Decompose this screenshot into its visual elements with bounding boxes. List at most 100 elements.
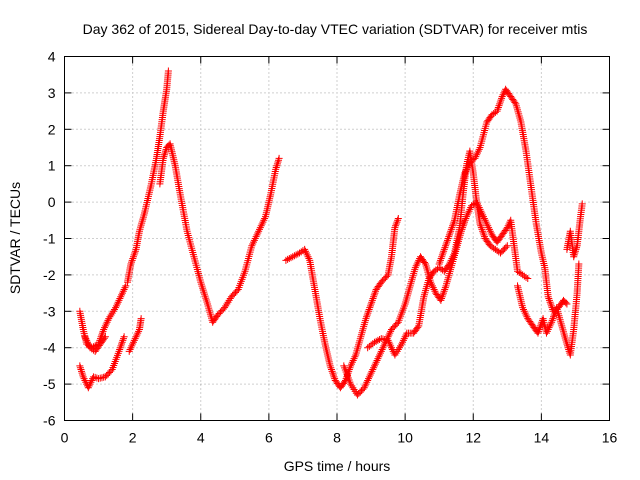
data-point — [477, 222, 485, 230]
data-point — [572, 245, 580, 253]
data-point — [368, 367, 376, 375]
data-point — [77, 366, 85, 374]
data-point — [522, 311, 530, 319]
data-point — [367, 369, 375, 377]
data-point — [439, 249, 447, 257]
data-point — [76, 364, 84, 372]
data-point — [474, 149, 482, 157]
data-point — [536, 324, 544, 332]
data-point — [480, 231, 488, 239]
data-point — [84, 340, 92, 348]
data-point — [89, 373, 97, 381]
data-point — [429, 284, 437, 292]
data-point — [128, 342, 136, 350]
data-point — [464, 209, 472, 217]
data-point — [78, 369, 86, 377]
data-point — [394, 214, 402, 222]
data-point — [398, 340, 406, 348]
data-point — [365, 307, 373, 315]
data-point — [348, 358, 356, 366]
data-point — [249, 240, 257, 248]
y-tick-label: -5 — [43, 376, 56, 392]
data-point — [118, 340, 126, 348]
data-point — [476, 220, 484, 228]
data-point — [534, 329, 542, 337]
data-point — [327, 364, 335, 372]
data-point — [545, 296, 553, 304]
x-tick-label: 12 — [465, 430, 481, 446]
data-point — [430, 285, 438, 293]
data-point — [537, 322, 545, 330]
data-point — [543, 327, 551, 335]
y-tick-label: 4 — [48, 49, 56, 65]
data-point — [440, 287, 448, 295]
data-point — [367, 300, 375, 308]
data-point — [562, 299, 570, 307]
data-point — [461, 169, 469, 177]
data-point — [550, 313, 558, 321]
data-point — [304, 253, 312, 261]
data-point — [546, 298, 554, 306]
data-point — [250, 238, 258, 246]
data-point — [535, 326, 543, 333]
data-point — [331, 375, 339, 383]
data-point — [460, 220, 468, 228]
data-point — [524, 275, 532, 283]
series-arc-6 — [156, 140, 283, 326]
data-point — [369, 366, 377, 374]
data-point — [498, 94, 506, 102]
data-point — [549, 315, 557, 323]
data-point — [126, 346, 134, 354]
data-marks — [76, 67, 586, 399]
data-point — [370, 291, 378, 299]
data-point — [351, 353, 359, 361]
data-point — [117, 293, 125, 301]
data-point — [478, 225, 486, 233]
data-point — [248, 242, 256, 250]
data-point — [135, 327, 143, 335]
data-point — [88, 376, 96, 384]
data-point — [301, 245, 309, 253]
data-point — [365, 305, 373, 313]
data-point — [253, 231, 261, 239]
data-point — [571, 247, 579, 255]
data-point — [438, 293, 446, 301]
data-point — [116, 295, 124, 303]
data-point — [372, 287, 380, 295]
chart-title: Day 362 of 2015, Sidereal Day-to-day VTE… — [83, 21, 588, 37]
data-point — [129, 338, 137, 346]
x-tick-label: 6 — [265, 430, 273, 446]
data-point — [106, 313, 114, 321]
data-point — [100, 326, 108, 333]
data-point — [435, 260, 443, 268]
data-point — [547, 320, 555, 328]
data-point — [545, 295, 553, 303]
data-point — [446, 229, 454, 237]
data-point — [119, 335, 127, 343]
data-point — [250, 236, 258, 244]
data-point — [377, 347, 385, 355]
data-point — [273, 160, 281, 168]
data-point — [461, 218, 469, 226]
data-point — [473, 151, 481, 159]
data-point — [112, 304, 120, 312]
data-point — [120, 333, 128, 341]
data-point — [379, 344, 387, 352]
data-point — [393, 347, 401, 355]
data-point — [275, 154, 283, 162]
x-tick-label: 0 — [61, 430, 69, 446]
data-point — [81, 333, 89, 341]
data-point — [448, 255, 456, 263]
data-point — [504, 222, 512, 230]
data-point — [112, 302, 120, 310]
data-point — [86, 380, 94, 388]
data-point — [370, 293, 378, 301]
series-arc-2 — [76, 333, 128, 392]
data-point — [383, 272, 391, 280]
data-point — [443, 236, 451, 244]
data-point — [133, 331, 141, 339]
data-point — [465, 207, 473, 215]
data-point — [535, 327, 543, 335]
series-arc-7 — [282, 214, 402, 392]
